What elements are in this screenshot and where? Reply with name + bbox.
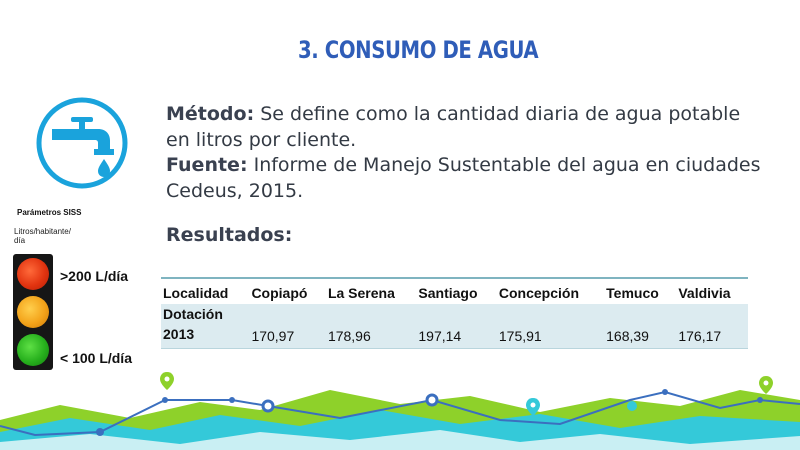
source-label: Fuente: <box>166 154 248 176</box>
source-paragraph: Fuente: Informe de Manejo Sustentable de… <box>166 153 766 204</box>
header-cell: Concepción <box>498 284 579 301</box>
legend-low: < 100 L/día <box>60 350 132 366</box>
value-cell: 175,91 <box>498 328 542 344</box>
traffic-light <box>13 254 53 370</box>
chart-point-icon <box>229 397 235 403</box>
value-cell: 168,39 <box>606 328 649 344</box>
red-light-icon <box>17 258 49 290</box>
consumption-table: Localidad Copiapó La Serena Santiago Con… <box>161 277 748 349</box>
header-cell: La Serena <box>327 284 395 301</box>
chart-point-icon <box>425 393 439 407</box>
method-paragraph: Método: Se define como la cantidad diari… <box>166 102 766 153</box>
method-label: Método: <box>166 103 255 125</box>
siss-unit: Litros/habitante/ día <box>14 227 71 245</box>
table-row: Dotación 2013 170,97 178,96 197,14 175,9… <box>161 304 748 349</box>
header-cell: Temuco <box>606 284 659 301</box>
header-cell: Valdivia <box>678 284 731 301</box>
map-pin-icon <box>627 401 637 411</box>
results-heading: Resultados: <box>166 224 293 246</box>
row-label: Dotación 2013 <box>161 304 249 349</box>
chart-point-icon <box>757 397 763 403</box>
water-tap-icon <box>36 97 128 189</box>
value-cell: 176,17 <box>678 328 722 344</box>
chart-point-icon <box>662 389 668 395</box>
green-light-icon <box>17 334 49 366</box>
chart-point-icon <box>162 397 168 403</box>
decorative-landscape <box>0 372 800 450</box>
source-text: Informe de Manejo Sustentable del agua e… <box>166 154 761 202</box>
legend-high: >200 L/día <box>60 268 129 284</box>
header-cell: Localidad <box>163 284 229 301</box>
amber-light-icon <box>17 296 49 328</box>
header-cell: Copiapó <box>251 284 308 301</box>
row-label-line2: 2013 <box>163 326 195 342</box>
slide-title: 3. CONSUMO DE AGUA <box>298 36 539 64</box>
method-text: Se define como la cantidad diaria de agu… <box>166 103 741 151</box>
value-cell: 178,96 <box>327 328 371 344</box>
header-cell: Santiago <box>418 284 478 301</box>
siss-title: Parámetros SISS <box>17 208 82 217</box>
value-cell: 197,14 <box>418 328 462 344</box>
description-block: Método: Se define como la cantidad diari… <box>166 102 766 204</box>
table-header-row: Localidad Copiapó La Serena Santiago Con… <box>161 278 748 304</box>
row-label-line1: Dotación <box>163 306 223 322</box>
chart-point-icon <box>261 399 275 413</box>
chart-point-icon <box>96 428 104 436</box>
value-cell: 170,97 <box>251 328 295 344</box>
